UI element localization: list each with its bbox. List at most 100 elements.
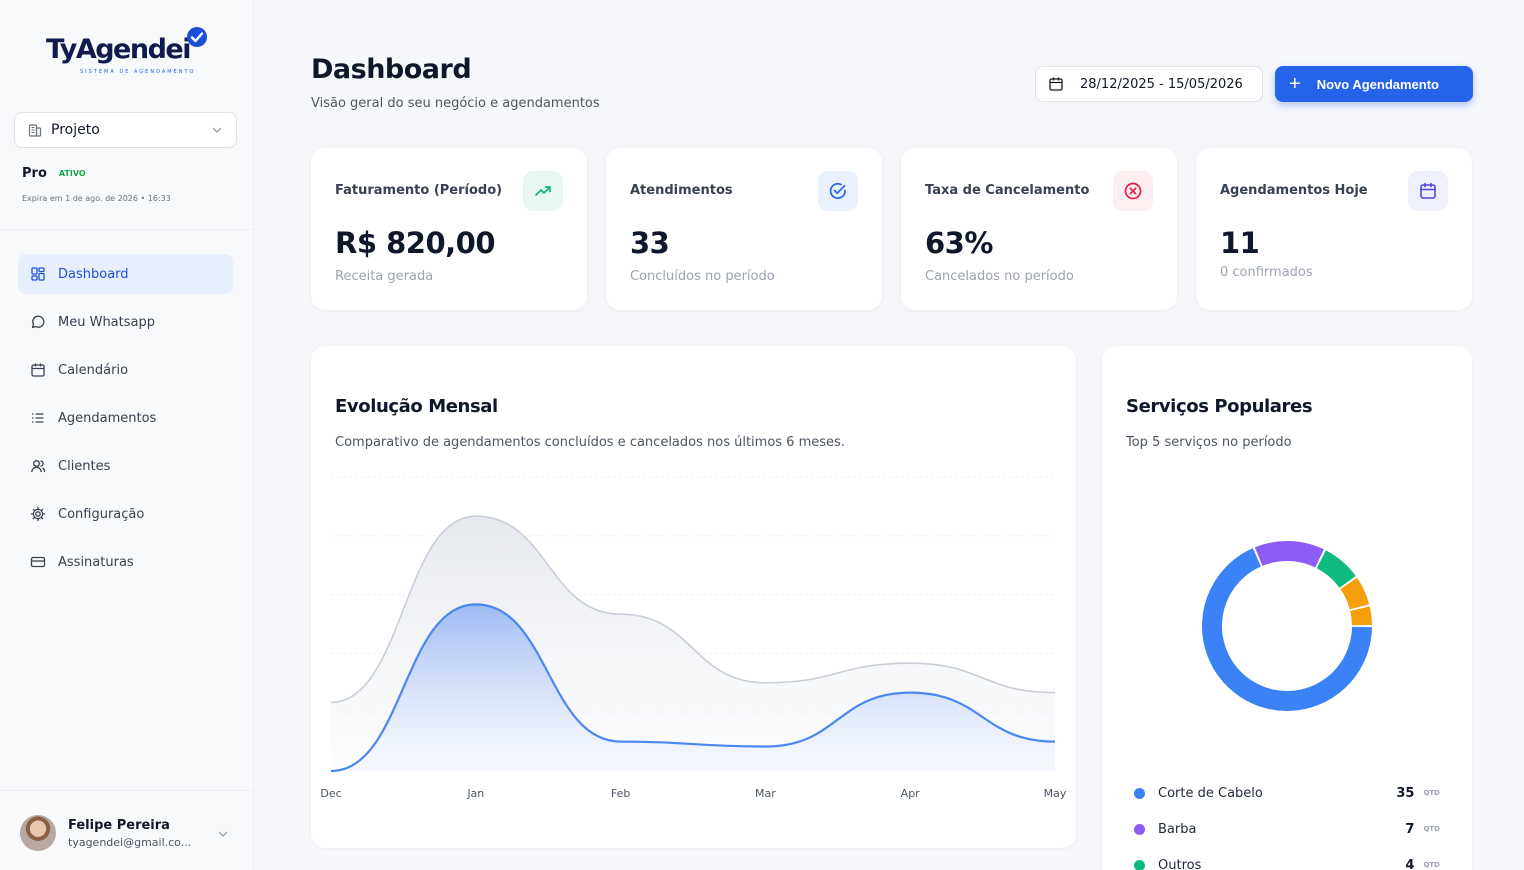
date-range-picker[interactable]: 28/12/2025 - 15/05/2026 (1035, 66, 1263, 102)
sidebar-divider (0, 229, 253, 230)
stat-value: R$ 820,00 (335, 226, 496, 260)
stat-card-services: Atendimentos 33 Concluídos no período (606, 148, 882, 310)
services-donut-chart (1202, 541, 1372, 711)
calendar-icon (1408, 171, 1448, 211)
stat-subtext: Receita gerada (335, 269, 434, 284)
legend-item: Outros 4 QTD (1134, 855, 1440, 870)
sidebar-item-appointments[interactable]: Agendamentos (18, 398, 233, 438)
legend-dot (1134, 823, 1145, 835)
project-select[interactable]: Projeto (14, 112, 237, 148)
series-line-0 (330, 515, 1056, 704)
avatar (20, 815, 56, 851)
sidebar-item-clients[interactable]: Clientes (18, 446, 233, 486)
x-tick-label: Dec (320, 787, 342, 800)
stat-label: Atendimentos (630, 183, 733, 198)
legend-unit: QTD (1423, 825, 1440, 833)
sidebar-item-label: Dashboard (58, 266, 129, 282)
series-line-1 (330, 603, 1056, 773)
legend-unit: QTD (1423, 789, 1440, 797)
new-appointment-button[interactable]: + Novo Agendamento (1275, 66, 1473, 102)
check-circle-icon (818, 171, 858, 211)
user-menu[interactable]: Felipe Pereira tyagendei@gmail.co... (0, 790, 253, 870)
stat-label: Taxa de Cancelamento (925, 183, 1090, 198)
donut-slice (1350, 606, 1372, 626)
donut-slice (1340, 577, 1370, 610)
gear-icon (30, 506, 46, 522)
trending-up-icon (523, 171, 563, 211)
stat-card-revenue: Faturamento (Período) R$ 820,00 Receita … (311, 148, 587, 310)
building-icon (28, 124, 42, 137)
sidebar: TyAgendei SISTEMA DE AGENDAMENTO Projeto… (0, 0, 254, 870)
sidebar-item-calendar[interactable]: Calendário (18, 350, 233, 390)
stat-value: 33 (630, 226, 670, 260)
list-icon (32, 413, 44, 423)
sidebar-item-label: Assinaturas (58, 554, 134, 570)
sidebar-item-label: Meu Whatsapp (58, 314, 155, 330)
date-range-value: 28/12/2025 - 15/05/2026 (1080, 76, 1243, 92)
stat-subtext: Concluídos no período (630, 269, 775, 284)
legend-label: Corte de Cabelo (1158, 785, 1263, 801)
donut-slice (1316, 550, 1356, 589)
x-tick-label: Jan (467, 787, 485, 800)
sidebar-nav: Dashboard Meu Whatsapp Calendário Agenda… (18, 254, 233, 590)
legend-value: 4 (1405, 857, 1415, 870)
donut-slice (1202, 548, 1372, 711)
brand-logo[interactable]: TyAgendei SISTEMA DE AGENDAMENTO (46, 27, 216, 80)
page-subtitle: Visão geral do seu negócio e agendamento… (311, 96, 600, 111)
stat-value: 11 (1220, 226, 1260, 260)
legend-unit: QTD (1423, 861, 1440, 869)
monthly-title: Evolução Mensal (335, 396, 498, 417)
plan-name: Pro (22, 166, 47, 181)
message-circle-icon (31, 315, 45, 329)
popular-services-card: Serviços Populares Top 5 serviços no per… (1102, 346, 1472, 870)
sidebar-item-label: Calendário (58, 362, 129, 378)
monthly-subtitle: Comparativo de agendamentos concluídos e… (335, 435, 845, 450)
stat-card-cancellation: Taxa de Cancelamento 63% Cancelados no p… (901, 148, 1177, 310)
stat-card-today: Agendamentos Hoje 11 0 confirmados (1196, 148, 1472, 310)
user-email: tyagendei@gmail.co... (68, 836, 192, 849)
x-tick-label: May (1043, 787, 1067, 800)
sidebar-item-label: Clientes (58, 458, 111, 474)
calendar-icon (31, 363, 45, 377)
brand-tagline: SISTEMA DE AGENDAMENTO (80, 69, 196, 75)
chevron-down-icon (218, 831, 228, 837)
x-tick-label: Apr (900, 787, 920, 800)
services-title: Serviços Populares (1126, 396, 1313, 417)
sidebar-item-label: Agendamentos (58, 410, 157, 426)
sidebar-item-whatsapp[interactable]: Meu Whatsapp (18, 302, 233, 342)
plan-info: Pro ATIVO (22, 166, 86, 181)
chevron-down-icon (212, 127, 222, 133)
user-name: Felipe Pereira (68, 818, 170, 833)
legend-item: Corte de Cabelo 35 QTD (1134, 783, 1440, 803)
stat-label: Faturamento (Período) (335, 183, 503, 198)
plan-status-badge: ATIVO (58, 169, 86, 178)
stat-subtext: 0 confirmados (1220, 265, 1313, 280)
plus-icon: + (1289, 73, 1301, 95)
services-subtitle: Top 5 serviços no período (1126, 435, 1292, 450)
x-circle-icon (1113, 171, 1153, 211)
sidebar-item-dashboard[interactable]: Dashboard (18, 254, 233, 294)
monthly-area-chart (330, 476, 1056, 773)
monthly-evolution-card: Evolução Mensal Comparativo de agendamen… (311, 346, 1076, 848)
brand-name: TyAgendei (46, 34, 191, 65)
sidebar-item-settings[interactable]: Configuração (18, 494, 233, 534)
project-label: Projeto (51, 122, 100, 138)
stat-subtext: Cancelados no período (925, 269, 1074, 284)
page-title: Dashboard (311, 54, 472, 85)
users-icon (31, 460, 46, 473)
x-tick-label: Mar (755, 787, 776, 800)
check-badge-icon (187, 27, 207, 47)
legend-value: 7 (1405, 821, 1415, 837)
legend-dot (1134, 859, 1145, 870)
new-appointment-label: Novo Agendamento (1316, 76, 1439, 92)
plan-expiry: Expira em 1 de ago. de 2026 • 16:33 (22, 194, 171, 203)
series-area-1 (331, 604, 1055, 771)
sidebar-item-subscriptions[interactable]: Assinaturas (18, 542, 233, 582)
calendar-icon (1049, 77, 1063, 91)
donut-slice (1254, 541, 1324, 568)
credit-card-icon (30, 556, 46, 568)
stat-value: 63% (925, 226, 993, 260)
layout-grid-icon (31, 267, 45, 281)
legend-item: Barba 7 QTD (1134, 819, 1440, 839)
legend-label: Outros (1158, 857, 1202, 870)
